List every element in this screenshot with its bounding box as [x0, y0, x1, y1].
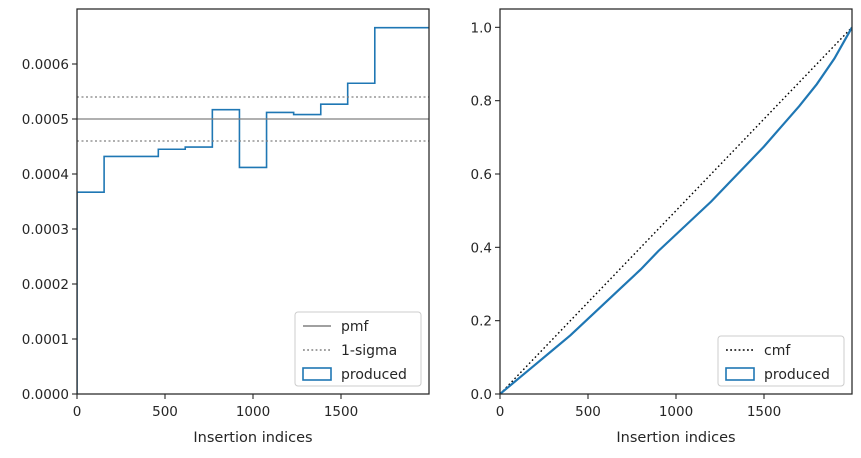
y-tick-label: 1.0 — [471, 20, 492, 36]
y-tick-label: 0.0 — [471, 387, 492, 403]
legend-handle-produced — [302, 367, 332, 381]
y-tick-label: 0.0001 — [22, 332, 69, 348]
plot-area — [77, 26, 429, 394]
legend-handle-produced — [725, 367, 755, 381]
y-tick-label: 0.0000 — [22, 387, 69, 403]
x-axis-label: Insertion indices — [616, 430, 735, 446]
plot-area — [500, 26, 852, 394]
x-tick-label: 1500 — [324, 404, 358, 420]
y-tick-label: 0.8 — [471, 94, 492, 110]
right-chart-cmf: 0 500 1000 1500 0.0 0.2 0.4 0.6 0.8 1.0 Insertion … — [471, 8, 853, 446]
y-tick-label: 0.6 — [471, 167, 492, 183]
legend-label-cmf: cmf — [764, 343, 791, 359]
legend: cmf produced — [717, 335, 845, 387]
cmf-line — [500, 26, 852, 394]
legend: pmf 1-sigma produced — [294, 311, 422, 387]
y-tick-label: 0.0004 — [22, 167, 69, 183]
legend-label-produced: produced — [341, 367, 407, 383]
x-tick-label: 1500 — [747, 404, 781, 420]
legend-label-1-sigma: 1-sigma — [341, 343, 397, 359]
left-chart-pmf: 0 500 1000 1500 0.0000 0.0001 0.0002 0.0003 0.00… — [22, 8, 430, 446]
x-axis-label: Insertion indices — [193, 430, 312, 446]
x-tick-label: 0 — [73, 404, 82, 420]
y-tick-label: 0.0005 — [22, 112, 69, 128]
y-tick-label: 0.2 — [471, 314, 492, 330]
x-tick-label: 500 — [575, 404, 601, 420]
legend-label-produced: produced — [764, 367, 830, 383]
y-tick-label: 0.0006 — [22, 57, 69, 73]
y-tick-label: 0.4 — [471, 240, 492, 256]
produced-histogram-step — [77, 26, 429, 394]
y-tick-label: 0.0003 — [22, 222, 69, 238]
legend-label-pmf: pmf — [341, 319, 370, 335]
produced-cumulative-line — [500, 26, 852, 394]
x-tick-label: 0 — [496, 404, 505, 420]
legend-box — [717, 335, 845, 387]
y-tick-label: 0.0002 — [22, 277, 69, 293]
x-tick-label: 1000 — [236, 404, 270, 420]
x-tick-label: 500 — [152, 404, 178, 420]
x-tick-label: 1000 — [659, 404, 693, 420]
